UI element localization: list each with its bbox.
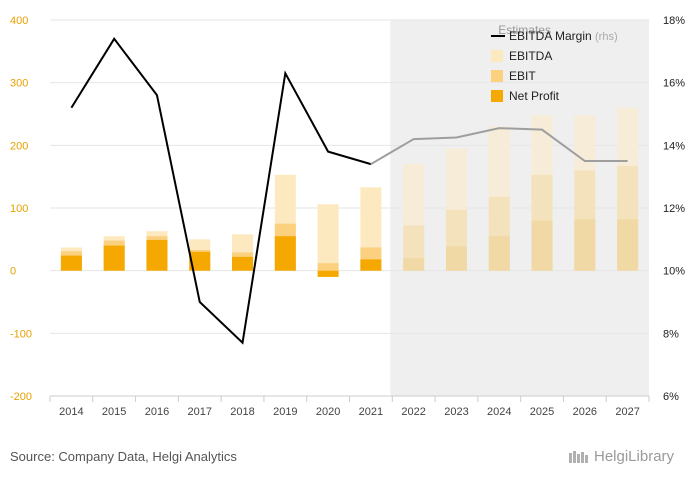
logo-text: HelgiLibrary	[594, 448, 675, 465]
y2-tick-label: 6%	[663, 391, 679, 403]
bar-net-profit	[146, 239, 168, 271]
ebitda-margin-line-estimate	[370, 127, 628, 165]
legend-label-ebitda: EBITDA	[509, 49, 552, 63]
bar-net-profit	[360, 259, 382, 271]
x-tick-label: 2024	[487, 406, 511, 418]
y2-tick-label: 14%	[663, 140, 685, 152]
y-tick-label: 0	[10, 266, 16, 278]
library-logo-icon	[569, 450, 588, 463]
y-tick-label: 200	[10, 140, 28, 152]
x-tick-label: 2016	[145, 406, 169, 418]
source-note: Source: Company Data, Helgi Analytics	[10, 449, 237, 464]
y2-tick-label: 10%	[663, 266, 685, 278]
x-tick-label: 2025	[530, 406, 554, 418]
y2-tick-label: 16%	[663, 78, 685, 90]
bar-ebit	[317, 263, 339, 271]
bar-net-profit	[574, 219, 596, 271]
x-tick-label: 2018	[230, 406, 254, 418]
x-tick-label: 2020	[316, 406, 340, 418]
y2-tick-label: 12%	[663, 203, 685, 215]
legend-label-rhs: (rhs)	[595, 31, 618, 43]
legend-label-margin: EBITDA Margin	[509, 29, 592, 43]
bar-net-profit	[531, 220, 553, 271]
x-tick-label: 2021	[359, 406, 383, 418]
helgi-library-logo: HelgiLibrary	[568, 448, 674, 465]
x-tick-label: 2019	[273, 406, 297, 418]
x-tick-label: 2023	[444, 406, 468, 418]
x-tick-label: 2014	[59, 406, 83, 418]
legend-swatch-net-profit	[491, 90, 503, 102]
bar-net-profit	[403, 258, 425, 271]
y-tick-label: 100	[10, 203, 28, 215]
legend-label-ebit: EBIT	[509, 69, 536, 83]
ebitda-margin-line	[70, 37, 372, 345]
bar-net-profit	[232, 256, 254, 271]
x-tick-label: 2026	[573, 406, 597, 418]
legend-label-net-profit: Net Profit	[509, 89, 560, 103]
y-tick-label: -200	[10, 391, 32, 403]
x-tick-label: 2015	[102, 406, 126, 418]
y-tick-label: 300	[10, 78, 28, 90]
legend-swatch-ebit	[491, 70, 503, 82]
x-tick-label: 2017	[188, 406, 212, 418]
estimates-label: Estimates	[498, 23, 551, 37]
legend-swatch-ebitda	[491, 50, 503, 62]
bar-net-profit	[274, 236, 296, 271]
y2-tick-label: 8%	[663, 328, 679, 340]
x-tick-label: 2027	[615, 406, 639, 418]
y-tick-label: -100	[10, 328, 32, 340]
bar-net-profit	[488, 236, 510, 271]
y-tick-label: 400	[10, 15, 28, 27]
bar-net-profit	[445, 246, 467, 271]
x-tick-label: 2022	[401, 406, 425, 418]
bar-net-profit	[317, 270, 339, 277]
bar-ebitda	[317, 204, 339, 271]
bar-net-profit	[60, 255, 82, 271]
bar-net-profit	[103, 245, 125, 271]
y2-tick-label: 18%	[663, 15, 685, 27]
bar-net-profit	[189, 251, 211, 271]
bar-net-profit	[617, 219, 639, 271]
